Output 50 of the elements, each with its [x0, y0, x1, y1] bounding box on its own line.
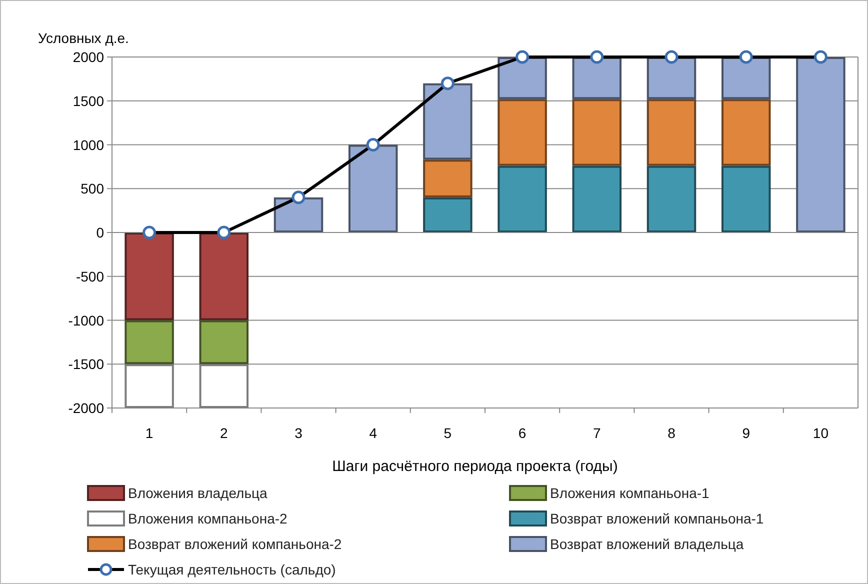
- legend-label: Вложения владельца: [128, 485, 268, 501]
- x-tick-label: 4: [369, 425, 378, 441]
- bar: [796, 57, 846, 232]
- bar: [721, 166, 771, 232]
- y-tick-label: 0: [96, 224, 104, 240]
- bar: [572, 99, 622, 166]
- y-tick-label: 2000: [72, 49, 104, 65]
- x-tick-label: 5: [444, 425, 452, 441]
- x-tick-label: 6: [518, 425, 526, 441]
- bar: [721, 57, 771, 100]
- bar: [721, 99, 771, 166]
- bar: [423, 160, 472, 198]
- y-tick-label: -2000: [68, 400, 104, 416]
- bar: [498, 166, 547, 232]
- legend-label: Возврат вложений компаньона-1: [550, 510, 764, 526]
- bar: [124, 320, 174, 364]
- legend-label: Вложения компаньона-1: [550, 485, 710, 501]
- bar: [199, 232, 249, 320]
- x-axis-title: Шаги расчётного периода проекта (годы): [332, 458, 618, 475]
- bar: [498, 99, 547, 166]
- x-tick-label: 7: [593, 425, 601, 441]
- y-tick-label: 1000: [72, 136, 104, 153]
- bar: [646, 99, 696, 166]
- bar: [423, 197, 472, 232]
- x-tick-label: 10: [812, 425, 829, 441]
- bar: [124, 232, 174, 320]
- x-tick-label: 9: [742, 425, 750, 441]
- y-axis-title: Условных д.е.: [38, 30, 129, 46]
- x-tick-label: 1: [145, 425, 154, 441]
- legend-label: Текущая деятельность (сальдо): [128, 562, 336, 578]
- x-tick-label: 3: [294, 425, 303, 441]
- bar: [274, 197, 324, 232]
- y-tick-label: -500: [76, 268, 104, 284]
- legend-label: Возврат вложений владельца: [550, 536, 744, 552]
- bar: [646, 57, 696, 100]
- x-tick-label: 2: [220, 425, 228, 441]
- bar: [423, 83, 472, 160]
- y-tick-label: -1000: [68, 312, 104, 328]
- bar: [348, 144, 398, 232]
- legend-label: Вложения компаньона-2: [128, 510, 288, 526]
- bar: [572, 166, 622, 232]
- y-tick-label: 500: [80, 180, 104, 197]
- legend-label: Возврат вложений компаньона-2: [128, 536, 342, 552]
- bar: [498, 57, 547, 100]
- y-tick-label: 1500: [72, 92, 104, 109]
- bar: [646, 166, 696, 232]
- bar: [572, 57, 622, 100]
- y-tick-label: -1500: [68, 356, 104, 372]
- x-tick-label: 8: [668, 425, 676, 441]
- bar: [199, 320, 249, 364]
